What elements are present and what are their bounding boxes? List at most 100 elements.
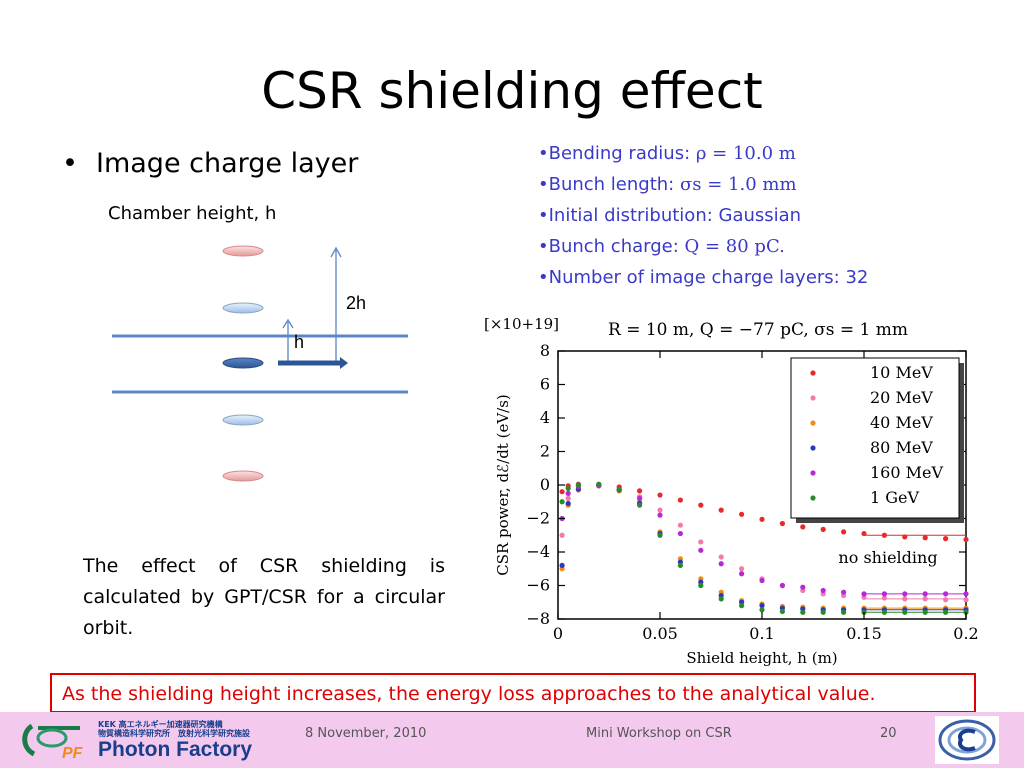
chart-title: R = 10 m, Q = −77 pC, σs = 1 mm xyxy=(608,320,908,340)
data-point xyxy=(800,584,806,590)
data-point xyxy=(698,547,704,553)
data-point xyxy=(902,609,908,615)
data-point xyxy=(881,609,887,615)
chart-ylabel: CSR power, dℰ/dt (eV/s) xyxy=(494,394,512,576)
label-2h: 2h xyxy=(346,293,366,313)
chart-xlabel: Shield height, h (m) xyxy=(686,649,837,667)
data-point xyxy=(861,530,867,537)
data-point xyxy=(779,608,785,615)
data-point xyxy=(943,536,949,542)
legend-label: 20 MeV xyxy=(870,388,933,407)
data-point xyxy=(759,577,765,584)
page-number: 20 xyxy=(880,726,897,741)
data-point xyxy=(922,535,928,541)
data-point xyxy=(718,561,724,567)
data-point xyxy=(922,596,928,602)
data-point xyxy=(902,591,908,597)
data-point xyxy=(637,495,643,501)
legend-marker xyxy=(810,445,816,451)
data-point xyxy=(861,591,867,597)
footer-event: Mini Workshop on CSR xyxy=(586,726,732,741)
data-point xyxy=(902,596,908,602)
legend-label: 80 MeV xyxy=(870,438,933,457)
data-point xyxy=(881,532,887,538)
data-point xyxy=(637,488,643,494)
data-point xyxy=(565,500,571,507)
param-initial-distribution: •Initial distribution: Gaussian xyxy=(538,205,802,226)
kek-logo-icon xyxy=(935,716,999,764)
y-tick-label: 2 xyxy=(540,442,550,461)
data-point xyxy=(616,487,622,493)
footer-bar xyxy=(0,712,1024,768)
horizontal-arrow-head xyxy=(340,357,348,369)
data-point xyxy=(820,609,826,615)
image-charge-top-outer xyxy=(222,245,264,257)
chart-exponent-label: [×10+19] xyxy=(484,315,559,333)
data-point xyxy=(718,507,724,513)
y-tick-label: −4 xyxy=(526,542,550,561)
footer-date: 8 November, 2010 xyxy=(305,726,427,741)
label-h: h xyxy=(294,332,304,352)
data-point xyxy=(841,529,847,535)
description-text: The effect of CSR shielding is calculate… xyxy=(83,555,445,639)
data-point xyxy=(841,589,847,595)
no-shielding-annotation: no shielding xyxy=(838,548,937,567)
data-point xyxy=(657,532,663,538)
data-point xyxy=(902,534,908,540)
data-point xyxy=(677,562,683,568)
no-shielding-bg xyxy=(836,545,940,569)
data-point xyxy=(820,587,826,594)
x-tick-label: 0.05 xyxy=(642,624,678,643)
image-charge-bottom-outer xyxy=(222,470,264,482)
legend-marker xyxy=(810,470,816,476)
h-arrow-head xyxy=(282,318,294,329)
csr-power-chart: [×10+19] R = 10 m, Q = −77 pC, σs = 1 mm… xyxy=(484,315,979,667)
data-point xyxy=(739,511,745,517)
y-tick-label: −6 xyxy=(526,576,550,595)
data-point xyxy=(841,609,847,615)
data-point xyxy=(963,536,969,543)
y-tick-label: 0 xyxy=(540,475,550,494)
y-tick-label: −2 xyxy=(526,509,550,528)
bullet-text: Image charge layer xyxy=(96,148,359,179)
x-tick-label: 0 xyxy=(553,624,563,643)
legend-marker xyxy=(810,370,816,376)
bullet-image-charge-layer: • Image charge layer xyxy=(62,148,358,179)
legend-marker xyxy=(810,395,816,401)
legend-box xyxy=(790,357,960,519)
data-point xyxy=(963,591,969,597)
param-image-layers: •Number of image charge layers: 32 xyxy=(538,267,869,288)
data-point xyxy=(677,530,683,537)
pf-logo-icon: PF xyxy=(22,723,84,762)
data-point xyxy=(739,566,745,572)
data-point xyxy=(779,520,785,527)
data-point xyxy=(559,499,565,505)
image-charge-diagram: 2h h xyxy=(112,245,408,482)
data-point xyxy=(677,522,683,528)
photon-factory-logo-text: Photon Factory xyxy=(98,738,253,761)
legend-marker xyxy=(810,495,816,501)
data-point xyxy=(565,495,571,501)
data-point xyxy=(575,482,581,488)
data-point xyxy=(922,591,928,597)
data-point xyxy=(559,562,565,568)
x-tick-label: 0.1 xyxy=(749,624,774,643)
data-point xyxy=(759,603,765,609)
chamber-height-label: Chamber height, h xyxy=(108,203,277,224)
data-point xyxy=(637,502,643,508)
data-point xyxy=(677,497,683,503)
image-charge-bottom-inner xyxy=(222,414,264,426)
data-point xyxy=(820,526,826,532)
data-point xyxy=(596,481,602,487)
data-point xyxy=(657,492,663,498)
conclusion-box: As the shielding height increases, the e… xyxy=(50,673,976,713)
data-point xyxy=(698,502,704,508)
2h-arrow-head xyxy=(330,246,342,258)
bullet-dot: • xyxy=(62,148,78,179)
legend-label: 1 GeV xyxy=(870,488,920,507)
data-point xyxy=(881,591,887,597)
data-point xyxy=(779,582,785,589)
data-point xyxy=(800,609,806,615)
param-bending-radius: •Bending radius: ρ = 10.0 m xyxy=(538,143,796,164)
data-point xyxy=(943,609,949,615)
